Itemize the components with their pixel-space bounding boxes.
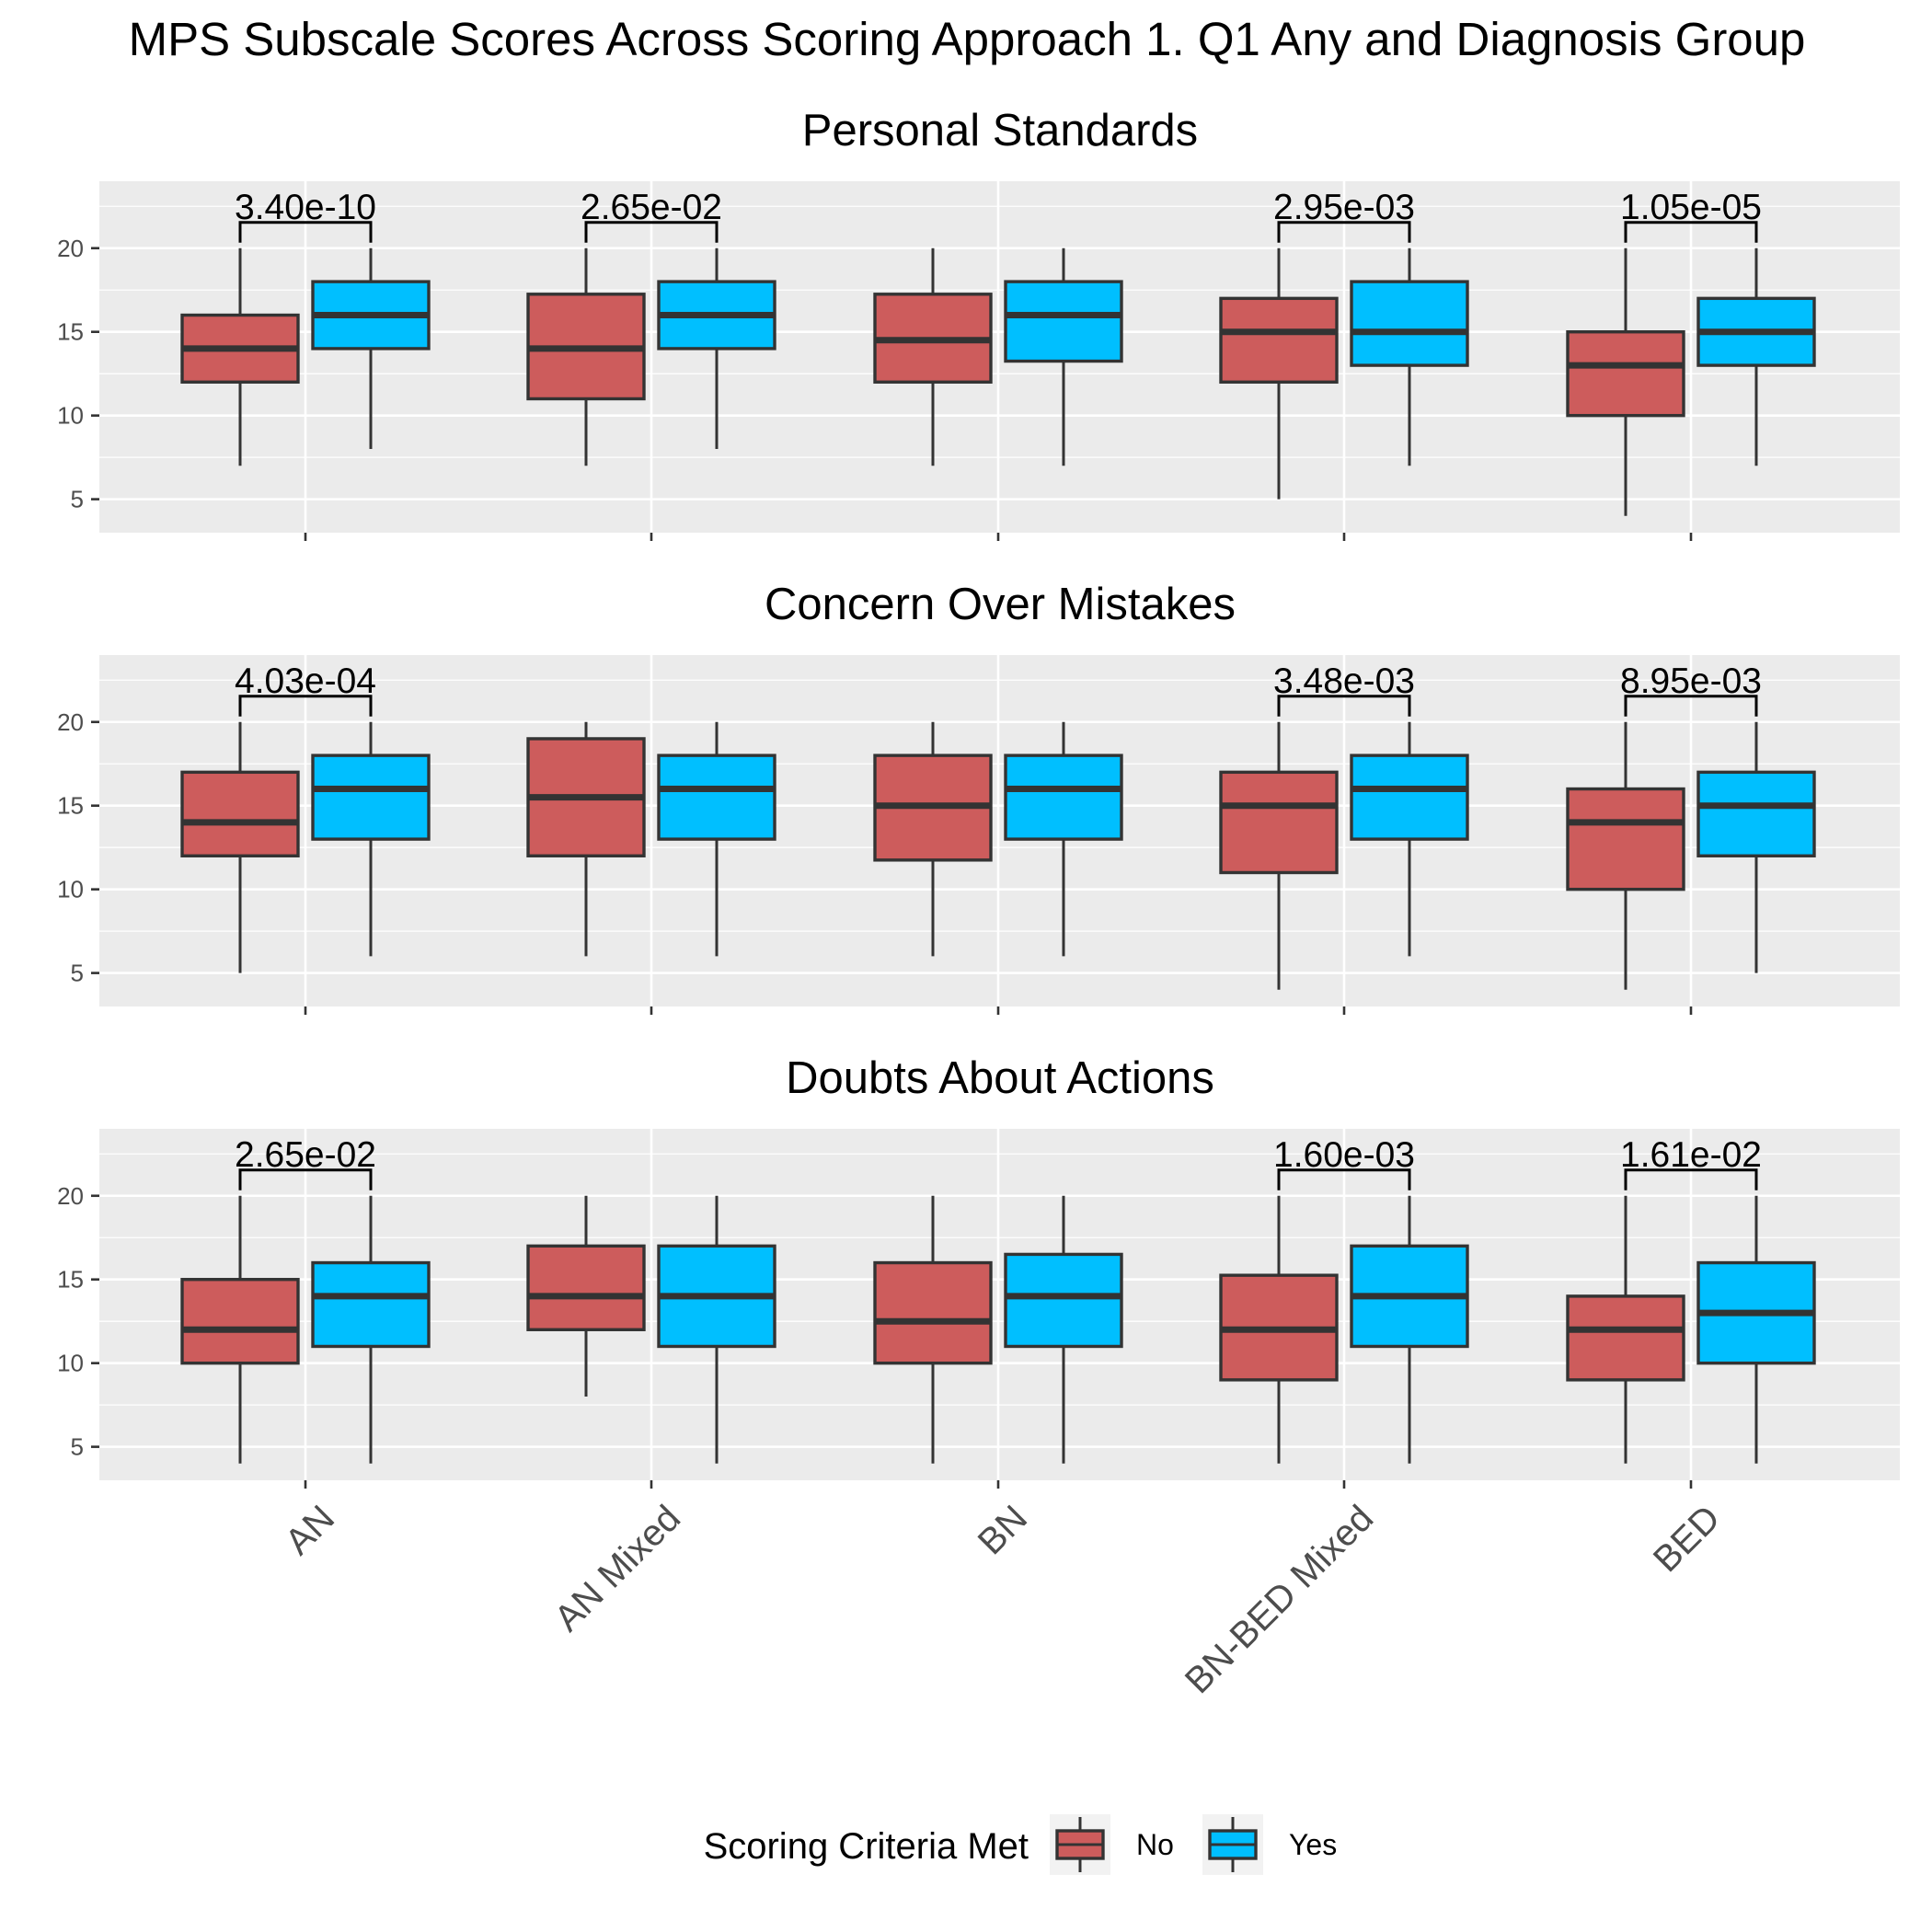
y-tick-label: 15	[57, 318, 84, 346]
box-yes	[311, 753, 431, 841]
box-no	[1566, 1294, 1685, 1382]
legend-entry-yes: Yes	[1202, 1814, 1337, 1875]
p-value-label: 8.95e-03	[1620, 661, 1762, 701]
chart-title: MPS Subscale Scores Across Scoring Appro…	[129, 13, 1806, 65]
significance-bracket	[1624, 1168, 1758, 1190]
group-BN	[873, 1195, 1123, 1464]
box-yes	[1004, 280, 1123, 363]
legend-label: No	[1136, 1828, 1174, 1861]
group-BN-BED Mixed: 3.48e-03	[1219, 661, 1469, 990]
group-AN Mixed	[526, 1195, 776, 1464]
box-no	[873, 1260, 993, 1365]
x-tick-label: AN	[278, 1498, 342, 1562]
legend-label: Yes	[1289, 1828, 1337, 1861]
panel-title: Doubts About Actions	[786, 1053, 1214, 1103]
p-value-label: 2.65e-02	[581, 188, 722, 227]
group-AN Mixed: 2.65e-02	[526, 188, 776, 466]
significance-bracket	[238, 1168, 373, 1190]
p-value-label: 1.05e-05	[1620, 188, 1762, 227]
box-no	[180, 770, 300, 857]
y-tick-label: 10	[57, 876, 84, 903]
box-yes	[1004, 1252, 1123, 1349]
legend-title: Scoring Criteria Met	[704, 1826, 1029, 1867]
y-tick-label: 5	[71, 486, 84, 513]
y-tick-label: 20	[57, 1182, 84, 1210]
x-tick-label: BN-BED Mixed	[1178, 1498, 1381, 1701]
box-yes	[1004, 753, 1123, 841]
panel-2: 5 10 15 20 Concern Over Mistakes 4.03e-04 3.48…	[57, 580, 1900, 1015]
y-tick-label: 5	[71, 960, 84, 987]
group-BED: 8.95e-03	[1566, 661, 1816, 990]
p-value-label: 3.48e-03	[1273, 661, 1415, 701]
legend: Scoring Criteria Met No Yes	[704, 1814, 1337, 1875]
box-yes	[1696, 770, 1816, 857]
panel-3: 5 10 15 20 Doubts About Actions 2.65e-02 1.60e…	[57, 1053, 1900, 1489]
panel-1: 5 10 15 20 Personal Standards 3.40e-10 2.65e-0…	[57, 106, 1900, 541]
group-AN: 3.40e-10	[180, 188, 431, 466]
box-yes	[657, 753, 776, 841]
group-AN Mixed	[526, 721, 776, 957]
significance-bracket	[1624, 695, 1758, 717]
group-BN	[873, 247, 1123, 466]
significance-bracket	[1277, 1168, 1411, 1190]
group-BN	[873, 721, 1123, 957]
significance-bracket	[1277, 695, 1411, 717]
legend-entry-no: No	[1050, 1814, 1174, 1875]
y-tick-label: 15	[57, 792, 84, 820]
x-tick-label: AN Mixed	[546, 1498, 688, 1639]
y-tick-label: 20	[57, 235, 84, 262]
p-value-label: 3.40e-10	[235, 188, 376, 227]
panel-title: Personal Standards	[802, 106, 1198, 155]
panel-title: Concern Over Mistakes	[765, 580, 1236, 629]
box-yes	[311, 1260, 431, 1349]
y-tick-label: 5	[71, 1433, 84, 1461]
x-tick-label: BED	[1646, 1498, 1728, 1580]
p-value-label: 1.60e-03	[1273, 1135, 1415, 1175]
significance-bracket	[584, 221, 719, 243]
y-tick-label: 10	[57, 402, 84, 430]
p-value-label: 2.95e-03	[1273, 188, 1415, 227]
group-BN-BED Mixed: 1.60e-03	[1219, 1135, 1469, 1464]
x-tick-label: BN	[971, 1498, 1035, 1562]
box-no	[526, 1244, 646, 1331]
panels: 5 10 15 20 Personal Standards 3.40e-10 2.65e-0…	[57, 106, 1900, 1489]
p-value-label: 1.61e-02	[1620, 1135, 1762, 1175]
group-AN: 2.65e-02	[180, 1135, 431, 1464]
group-BN-BED Mixed: 2.95e-03	[1219, 188, 1469, 500]
group-BED: 1.61e-02	[1566, 1135, 1816, 1464]
box-no	[1219, 296, 1339, 384]
group-BED: 1.05e-05	[1566, 188, 1816, 516]
y-tick-label: 20	[57, 708, 84, 736]
significance-bracket	[238, 695, 373, 717]
box-no	[1219, 770, 1339, 875]
box-no	[1566, 330, 1685, 418]
significance-bracket	[238, 221, 373, 243]
p-value-label: 2.65e-02	[235, 1135, 376, 1175]
y-tick-label: 10	[57, 1350, 84, 1377]
significance-bracket	[1277, 221, 1411, 243]
p-value-label: 4.03e-04	[235, 661, 376, 701]
box-yes	[1350, 280, 1469, 367]
box-yes	[1350, 753, 1469, 841]
group-AN: 4.03e-04	[180, 661, 431, 973]
significance-bracket	[1624, 221, 1758, 243]
box-no	[1566, 787, 1685, 891]
x-axis: AN AN Mixed BN BN-BED Mixed BED	[278, 1498, 1728, 1701]
box-no	[180, 1278, 300, 1365]
y-tick-label: 15	[57, 1266, 84, 1294]
